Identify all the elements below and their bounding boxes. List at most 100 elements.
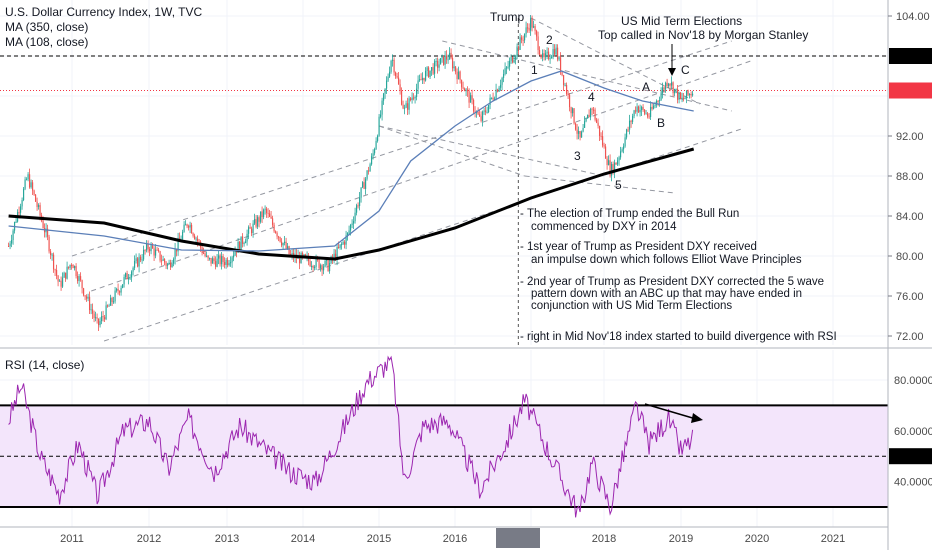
candle-body: [222, 256, 224, 263]
candle-body: [495, 89, 497, 99]
candle-body: [70, 264, 73, 266]
candle-body: [609, 160, 611, 176]
candle-body: [411, 97, 413, 100]
candle-body: [258, 217, 260, 222]
candle-body: [498, 87, 500, 92]
candle-body: [481, 111, 484, 121]
candle-body: [519, 37, 521, 50]
candle-body: [144, 249, 146, 251]
candle-body: [543, 53, 545, 58]
candle-body: [480, 116, 482, 121]
candle-body: [102, 316, 104, 318]
candle-body: [259, 211, 262, 222]
candle-body: [237, 241, 239, 253]
candle-body: [117, 288, 119, 292]
candle-body: [447, 59, 449, 61]
candle-body: [303, 254, 305, 256]
candle-body: [585, 118, 587, 122]
note-bullet: -: [520, 208, 524, 220]
candle-body: [636, 106, 638, 112]
candle-body: [589, 108, 592, 118]
y-tick-label: 72.00: [896, 331, 924, 343]
candle-body: [676, 88, 679, 100]
candle-body: [645, 113, 647, 115]
candle-body: [256, 217, 259, 227]
candle-body: [69, 264, 71, 268]
candle-body: [496, 89, 499, 92]
candle-body: [625, 129, 628, 138]
candle-body: [280, 241, 283, 246]
candle-body: [432, 67, 434, 74]
candle-body: [667, 83, 670, 87]
candle-body: [660, 93, 662, 101]
candle-body: [643, 109, 646, 114]
candle-body: [640, 106, 643, 111]
rsi-tick-label: 60.0000: [894, 426, 932, 438]
candle-body: [96, 317, 98, 319]
candle-body: [322, 266, 325, 271]
candle-body: [378, 116, 380, 136]
x-tick-label: 2013: [215, 533, 239, 545]
candle-body: [166, 264, 169, 266]
candle-body: [520, 37, 523, 40]
candle-body: [234, 251, 236, 256]
candle-body: [373, 149, 376, 154]
candle-body: [664, 82, 667, 90]
x-tick-label: 2011: [60, 533, 84, 545]
legend-ma350: MA (350, close): [5, 20, 89, 34]
candle-body: [375, 140, 377, 150]
candle-body: [594, 109, 596, 120]
candle-body: [436, 61, 439, 68]
elections-subtitle: Top called in Nov'18 by Morgan Stanley: [598, 28, 808, 42]
x-tick-label: 2016: [443, 533, 467, 545]
candle-body: [576, 129, 578, 134]
candle-body: [231, 257, 233, 263]
candle-body: [235, 251, 238, 253]
channel-line: [71, 40, 732, 257]
candle-body: [487, 104, 490, 113]
candle-body: [624, 137, 626, 147]
candle-body: [106, 305, 109, 307]
candle-body: [601, 136, 604, 146]
candle-body: [244, 241, 247, 244]
candle-body: [597, 122, 599, 126]
candle-body: [145, 243, 148, 251]
candle-body: [33, 190, 35, 195]
candle-body: [103, 317, 106, 320]
candle-body: [507, 66, 509, 68]
candle-body: [550, 56, 553, 59]
candle-body: [381, 100, 383, 115]
candle-body: [558, 57, 560, 60]
candle-body: [499, 84, 502, 88]
candle-body: [577, 131, 580, 134]
candle-body: [630, 120, 632, 122]
candle-body: [393, 59, 395, 73]
elections-title: US Mid Term Elections: [621, 14, 742, 28]
candle-body: [108, 305, 110, 307]
candle-body: [354, 212, 356, 222]
candle-body: [549, 58, 551, 60]
candle-body: [528, 27, 530, 31]
candle-body: [79, 276, 82, 281]
candle-body: [327, 259, 329, 272]
candle-body: [433, 61, 436, 74]
candle-body: [312, 265, 314, 268]
candle-body: [343, 241, 346, 245]
channel-line: [378, 125, 605, 177]
candle-body: [109, 297, 112, 306]
candle-body: [555, 47, 557, 55]
candle-body: [81, 280, 83, 289]
candle-body: [445, 55, 448, 60]
candle-body: [616, 160, 619, 165]
x-tick-label: 2014: [291, 533, 315, 545]
candle-body: [442, 55, 445, 65]
candle-body: [19, 206, 22, 213]
candle-body: [223, 262, 226, 265]
candle-body: [100, 316, 103, 322]
candle-body: [610, 164, 613, 176]
candle-body: [579, 131, 581, 138]
wave-label: 4: [588, 90, 595, 104]
candle-body: [546, 51, 548, 54]
candle-body: [210, 257, 212, 264]
